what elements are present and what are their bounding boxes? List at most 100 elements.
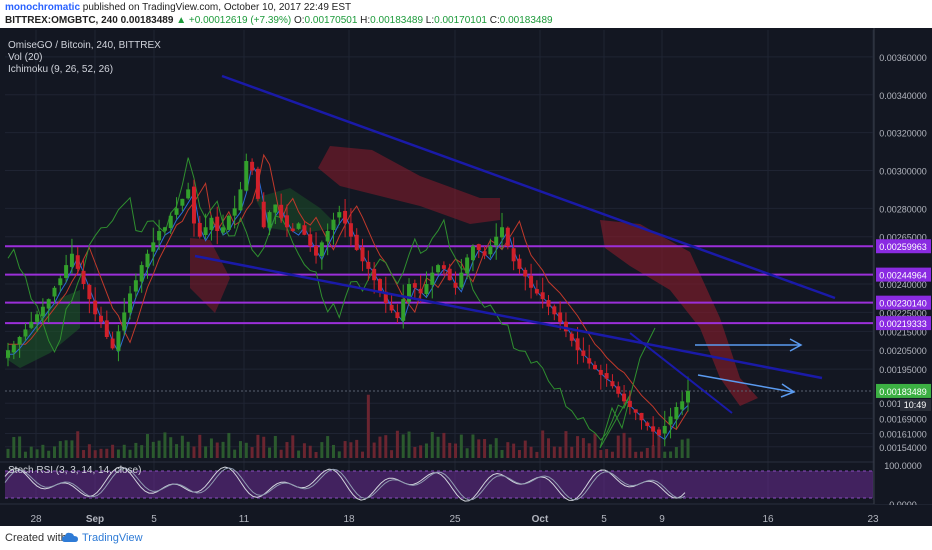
volume-bar bbox=[628, 437, 632, 458]
candle-body bbox=[529, 275, 534, 288]
volume-bar bbox=[424, 443, 428, 458]
volume-bar bbox=[6, 448, 10, 458]
candle-body bbox=[686, 390, 690, 403]
candle-body bbox=[250, 161, 255, 171]
volume-bar bbox=[413, 446, 417, 458]
volume-bar bbox=[552, 446, 556, 458]
time-tick-label: 16 bbox=[762, 514, 774, 525]
candle-body bbox=[98, 315, 103, 322]
volume-bar bbox=[535, 451, 539, 458]
candle-body bbox=[633, 409, 638, 413]
stoch-k-line bbox=[4, 466, 686, 502]
candle-body bbox=[180, 198, 185, 206]
level-price-label: 0.00219333 bbox=[879, 319, 927, 329]
volume-bar bbox=[122, 444, 126, 458]
time-tick-label: 28 bbox=[30, 514, 42, 525]
candle-body bbox=[523, 269, 528, 277]
candle-body bbox=[255, 168, 260, 199]
volume-bar bbox=[105, 448, 109, 458]
volume-bar bbox=[116, 449, 120, 458]
volume-bar bbox=[250, 447, 254, 458]
volume-bar bbox=[233, 449, 237, 458]
volume-bar bbox=[140, 445, 144, 458]
volume-bar bbox=[76, 431, 80, 458]
axis-background bbox=[874, 28, 932, 504]
volume-bar bbox=[669, 451, 673, 458]
candle-body bbox=[110, 338, 115, 349]
volume-bar bbox=[355, 439, 359, 458]
publish-line: monochromatic published on TradingView.c… bbox=[5, 2, 351, 13]
volume-bar bbox=[192, 446, 196, 458]
candle-body bbox=[389, 304, 394, 311]
candle-body bbox=[151, 242, 156, 252]
volume-bar bbox=[198, 434, 202, 458]
volume-bar bbox=[419, 445, 423, 458]
candle-body bbox=[162, 227, 167, 231]
tradingview-link[interactable]: TradingView bbox=[82, 532, 143, 544]
volume-bar bbox=[366, 394, 370, 458]
candle-body bbox=[651, 426, 656, 432]
volume-bar bbox=[674, 447, 678, 458]
candle-body bbox=[23, 329, 28, 337]
candle-body bbox=[540, 292, 545, 300]
candle-body bbox=[465, 257, 470, 274]
candle-body bbox=[604, 373, 609, 379]
lower-trendline bbox=[194, 254, 823, 380]
price-value: 0.00183489 bbox=[120, 15, 174, 26]
volume-bar bbox=[302, 443, 306, 458]
volume-bar bbox=[18, 436, 22, 458]
candle-body bbox=[616, 386, 621, 394]
candle-body bbox=[244, 161, 249, 191]
candle-body bbox=[639, 412, 644, 421]
candle-body bbox=[273, 204, 278, 213]
volume-bar bbox=[500, 449, 504, 458]
upper-trendline bbox=[221, 74, 836, 300]
published-text: published on TradingView.com, October 10… bbox=[82, 2, 352, 13]
candle-body bbox=[360, 247, 365, 262]
volume-bar bbox=[87, 444, 91, 458]
volume-bar bbox=[593, 433, 597, 458]
projection-arrow bbox=[697, 374, 794, 393]
high-label: H: bbox=[360, 15, 371, 26]
level-price-label: 0.00244964 bbox=[879, 271, 927, 281]
volume-bar bbox=[52, 446, 56, 458]
time-tick-label: Oct bbox=[532, 514, 549, 525]
candle-body bbox=[470, 246, 475, 261]
volume-bar bbox=[279, 449, 283, 458]
candle-body bbox=[128, 293, 133, 313]
volume-bar bbox=[343, 441, 347, 458]
volume-bar bbox=[622, 432, 626, 458]
candle-body bbox=[35, 314, 40, 322]
time-tick-label: 9 bbox=[659, 514, 665, 525]
candle-body bbox=[500, 227, 505, 238]
price-tick-label: 0.00265000 bbox=[879, 233, 927, 243]
last-price-label: 0.00183489 bbox=[879, 387, 927, 397]
candle-body bbox=[581, 350, 586, 356]
candle-body bbox=[656, 429, 661, 436]
candle-body bbox=[377, 278, 382, 292]
symbol-label: BITTREX:OMGBTC, 240 bbox=[5, 15, 118, 26]
time-tick-label: 5 bbox=[151, 514, 157, 525]
candle-body bbox=[372, 268, 377, 281]
volume-bar bbox=[390, 450, 394, 458]
candle-body bbox=[168, 215, 173, 229]
candle-body bbox=[191, 186, 196, 224]
candle-body bbox=[122, 312, 127, 331]
candle-body bbox=[75, 255, 80, 269]
candle-body bbox=[145, 253, 150, 268]
candle-body bbox=[563, 321, 568, 332]
volume-bar bbox=[471, 434, 475, 458]
candle-body bbox=[267, 212, 272, 228]
indicator-line bbox=[8, 153, 689, 431]
volume-bar bbox=[610, 451, 614, 458]
volume-bar bbox=[436, 436, 440, 458]
volume-bar bbox=[442, 432, 446, 458]
volume-bar bbox=[605, 449, 609, 458]
volume-bar bbox=[663, 451, 667, 458]
author-link[interactable]: monochromatic bbox=[5, 2, 81, 13]
volume-bar bbox=[268, 447, 272, 458]
price-chart[interactable]: 0.00259963 0.00244964 0.00230140 0.00219333… bbox=[0, 28, 932, 526]
volume-bar bbox=[35, 449, 39, 458]
indicator-line bbox=[8, 163, 689, 441]
volume-bar bbox=[541, 430, 545, 458]
